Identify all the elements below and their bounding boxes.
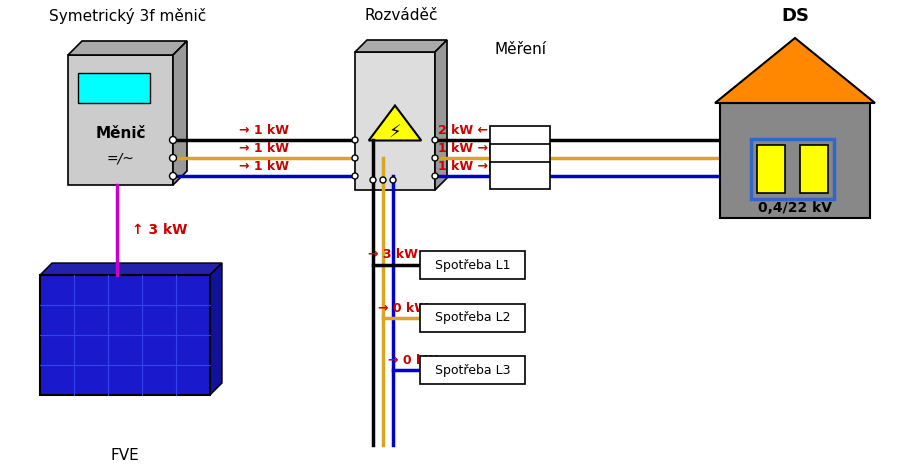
Bar <box>420 251 525 279</box>
Text: 1 kW →: 1 kW → <box>438 159 487 173</box>
Polygon shape <box>715 38 875 103</box>
Circle shape <box>432 137 438 143</box>
Text: Spotřeba L3: Spotřeba L3 <box>435 364 511 377</box>
Text: 0,4/22 kV: 0,4/22 kV <box>758 201 832 215</box>
Text: Měnič: Měnič <box>95 126 146 140</box>
Bar <box>490 162 550 190</box>
Bar <box>420 304 525 332</box>
Text: → 1 kW: → 1 kW <box>239 141 289 154</box>
Text: Spotřeba L1: Spotřeba L1 <box>435 259 511 272</box>
Polygon shape <box>68 41 187 55</box>
Circle shape <box>352 137 358 143</box>
Text: → 0 kW: → 0 kW <box>378 301 428 314</box>
Circle shape <box>380 177 386 183</box>
Circle shape <box>390 177 396 183</box>
Polygon shape <box>369 106 422 140</box>
Bar <box>800 145 828 193</box>
Bar <box>751 139 834 199</box>
Circle shape <box>170 137 176 144</box>
Bar <box>490 126 550 153</box>
Bar <box>720 103 870 218</box>
Text: Symetrický 3f měnič: Symetrický 3f měnič <box>49 8 206 24</box>
Bar <box>490 145 550 172</box>
Text: ↑ 3 kW: ↑ 3 kW <box>132 223 187 237</box>
Text: Měření: Měření <box>494 42 546 58</box>
Polygon shape <box>210 263 222 395</box>
Text: 1 kW →: 1 kW → <box>438 141 487 154</box>
Text: FVE: FVE <box>111 447 139 463</box>
Text: ⚡: ⚡ <box>388 124 401 142</box>
Text: Rozváděč: Rozváděč <box>364 8 438 24</box>
Polygon shape <box>435 40 447 190</box>
Circle shape <box>432 155 438 161</box>
Circle shape <box>370 177 376 183</box>
Text: =/~: =/~ <box>107 151 135 165</box>
Polygon shape <box>40 263 222 275</box>
Circle shape <box>352 155 358 161</box>
Polygon shape <box>355 40 447 52</box>
Text: → 3 kW: → 3 kW <box>368 248 418 261</box>
Circle shape <box>170 173 176 179</box>
Circle shape <box>352 173 358 179</box>
Bar <box>68 55 173 185</box>
Text: → 0 kW: → 0 kW <box>388 353 438 366</box>
Bar <box>78 73 150 103</box>
Text: → 1 kW: → 1 kW <box>239 159 289 173</box>
Text: 2 kW ←: 2 kW ← <box>438 124 487 137</box>
Bar <box>40 275 210 395</box>
Bar <box>355 52 435 190</box>
Text: → 1 kW: → 1 kW <box>239 124 289 137</box>
Text: Spotřeba L2: Spotřeba L2 <box>435 312 511 325</box>
Circle shape <box>432 173 438 179</box>
Circle shape <box>170 154 176 161</box>
Text: DS: DS <box>781 7 809 25</box>
Bar <box>420 356 525 384</box>
Polygon shape <box>173 41 187 185</box>
Bar <box>757 145 785 193</box>
